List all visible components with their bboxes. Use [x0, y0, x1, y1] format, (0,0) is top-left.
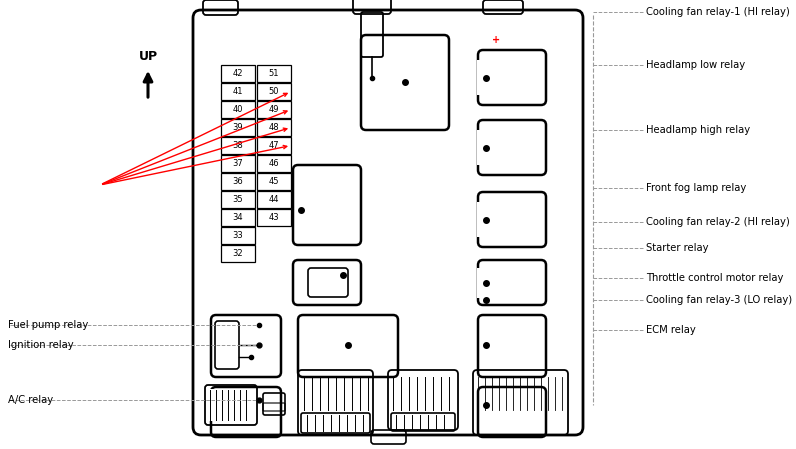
Text: Cooling fan relay-2 (HI relay): Cooling fan relay-2 (HI relay) — [646, 217, 790, 227]
Bar — [257, 101, 291, 118]
Text: 34: 34 — [232, 213, 244, 222]
Bar — [308, 268, 348, 297]
Bar — [209, 389, 253, 421]
Bar — [257, 119, 291, 136]
Text: Starter relay: Starter relay — [646, 243, 708, 253]
Bar — [257, 173, 291, 190]
Text: 45: 45 — [269, 177, 279, 186]
Bar — [257, 155, 291, 172]
Text: 32: 32 — [232, 249, 244, 258]
Text: 36: 36 — [232, 177, 244, 186]
Text: 50: 50 — [269, 87, 279, 96]
Bar — [221, 155, 255, 172]
Bar — [257, 137, 291, 154]
Text: Front fog lamp relay: Front fog lamp relay — [646, 183, 747, 193]
Bar — [221, 191, 255, 208]
Text: Fuel pump relay: Fuel pump relay — [8, 320, 88, 330]
Bar — [221, 101, 255, 118]
Text: 38: 38 — [232, 141, 244, 150]
Text: 40: 40 — [232, 105, 244, 114]
Text: 41: 41 — [232, 87, 244, 96]
Bar — [257, 83, 291, 100]
Bar — [221, 173, 255, 190]
Text: 49: 49 — [269, 105, 279, 114]
Bar — [477, 60, 499, 95]
Bar — [221, 119, 255, 136]
Bar — [477, 202, 499, 237]
Text: Headlamp high relay: Headlamp high relay — [646, 125, 750, 135]
Text: 51: 51 — [269, 69, 279, 78]
Text: 46: 46 — [269, 159, 279, 168]
Bar — [221, 83, 255, 100]
Text: 37: 37 — [232, 159, 244, 168]
Text: 48: 48 — [269, 123, 279, 132]
Bar — [477, 268, 499, 298]
Text: A/C relay: A/C relay — [8, 395, 53, 405]
Bar — [221, 227, 255, 244]
Text: Ignition relay: Ignition relay — [8, 340, 73, 350]
Bar — [257, 65, 291, 82]
Text: 42: 42 — [232, 69, 244, 78]
Text: Cooling fan relay-3 (LO relay): Cooling fan relay-3 (LO relay) — [646, 295, 792, 305]
Text: 33: 33 — [232, 231, 244, 240]
Bar — [257, 209, 291, 226]
Text: Cooling fan relay-1 (HI relay): Cooling fan relay-1 (HI relay) — [646, 7, 790, 17]
Text: 47: 47 — [269, 141, 279, 150]
Bar — [221, 137, 255, 154]
Text: 35: 35 — [232, 195, 244, 204]
Text: 39: 39 — [232, 123, 244, 132]
Bar — [221, 245, 255, 262]
Text: ECM relay: ECM relay — [646, 325, 696, 335]
Bar — [221, 65, 255, 82]
Text: Throttle control motor relay: Throttle control motor relay — [646, 273, 783, 283]
Text: 44: 44 — [269, 195, 279, 204]
Bar — [257, 191, 291, 208]
Text: +: + — [492, 35, 500, 45]
Text: UP: UP — [139, 50, 158, 63]
Text: 43: 43 — [269, 213, 279, 222]
Bar — [221, 209, 255, 226]
Text: Headlamp low relay: Headlamp low relay — [646, 60, 745, 70]
Bar — [477, 130, 499, 165]
